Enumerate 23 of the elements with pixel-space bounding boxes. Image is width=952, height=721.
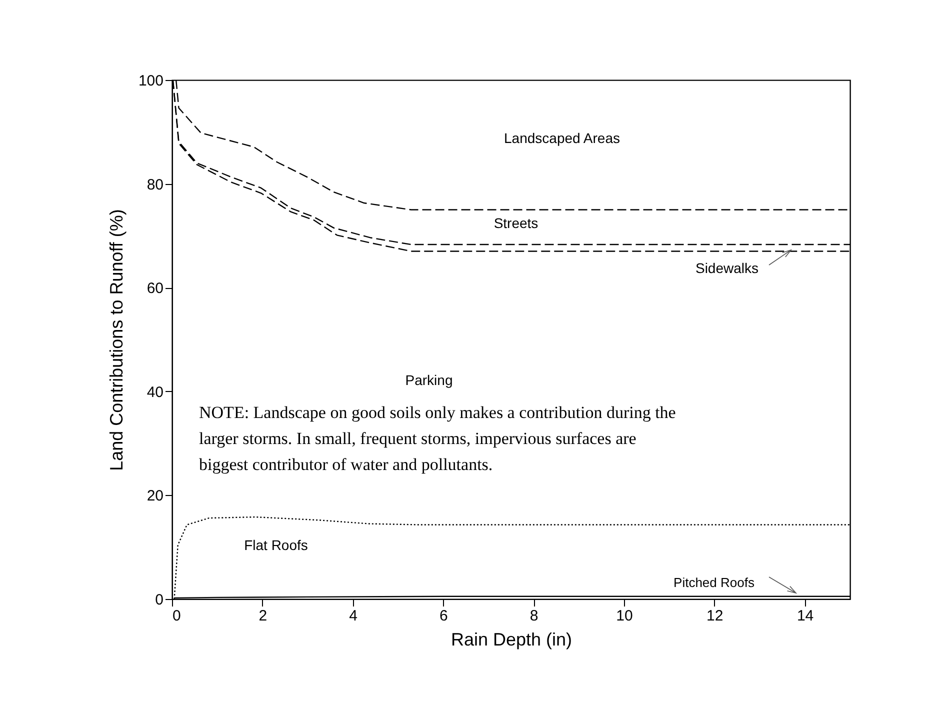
annotation: Parking <box>405 372 453 388</box>
y-tick-label: 0 <box>155 592 164 608</box>
x-tick-label: 2 <box>258 608 268 624</box>
x-tick-label: 14 <box>796 608 814 624</box>
y-axis-title: Land Contributions to Runoff (%) <box>106 209 126 471</box>
annotation: Pitched Roofs <box>674 575 755 590</box>
annotation: Streets <box>494 215 538 231</box>
x-tick-label: 12 <box>706 608 724 624</box>
y-tick-label: 60 <box>146 280 164 298</box>
x-axis-title: Rain Depth (in) <box>450 630 572 650</box>
x-tick-label: 6 <box>440 608 448 624</box>
x-tick-label: 4 <box>349 608 358 624</box>
y-tick-label: 40 <box>146 384 164 401</box>
annotation: Flat Roofs <box>244 537 308 553</box>
x-tick-label: 10 <box>616 608 633 624</box>
annotation: NOTE: Landscape on good soils only makes a contribution during the larger storms. In small, frequent storms, impervious surfaces are biggest contributor of water and pollutants. <box>199 403 676 474</box>
y-tick-label: 100 <box>138 72 164 90</box>
x-tick-label: 0 <box>172 608 181 624</box>
x-tick-label: 8 <box>530 608 538 624</box>
y-tick-label: 80 <box>146 176 164 194</box>
y-tick-label: 20 <box>146 488 164 505</box>
annotation: Landscaped Areas <box>504 130 620 146</box>
annotation: Sidewalks <box>695 260 759 276</box>
